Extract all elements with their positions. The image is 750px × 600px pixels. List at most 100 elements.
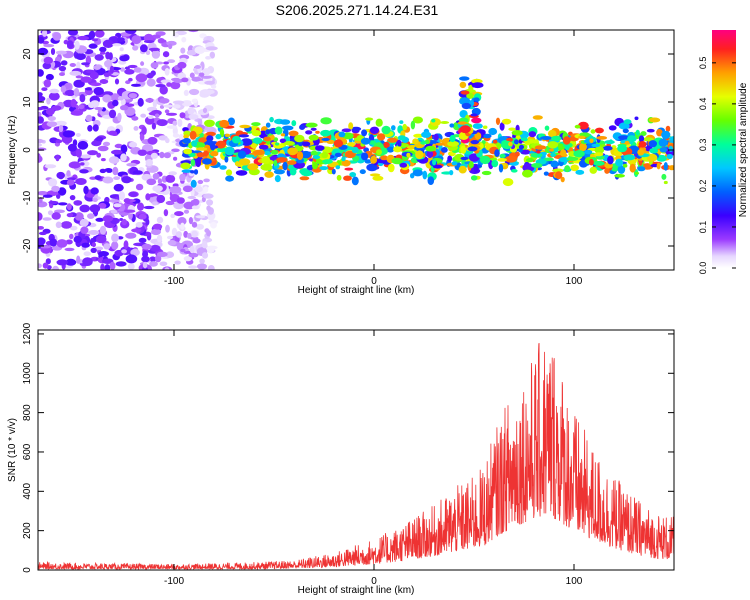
heatmap-cell <box>479 155 491 165</box>
heatmap-cell <box>59 72 65 76</box>
heatmap-cell <box>55 154 60 162</box>
heatmap-cell <box>459 81 467 89</box>
heatmap-cell <box>140 61 145 66</box>
heatmap-cell <box>562 136 571 145</box>
heatmap-cell <box>131 116 139 121</box>
heatmap-cell <box>186 49 197 56</box>
heatmap-cell <box>162 51 170 58</box>
heatmap-cell <box>397 135 406 141</box>
heatmap-cell <box>244 154 255 158</box>
heatmap-cell <box>43 79 52 88</box>
heatmap-cell <box>361 152 369 161</box>
heatmap-cell <box>173 80 183 83</box>
heatmap-cell <box>194 65 201 69</box>
heatmap-cell <box>344 167 354 171</box>
x-tick-label: 100 <box>566 276 583 287</box>
heatmap-cell <box>447 140 459 147</box>
heatmap-cell <box>188 265 198 269</box>
colorbar-label: Normalized spectral amplitude <box>738 82 749 217</box>
heatmap-cell <box>574 124 581 129</box>
heatmap-cell <box>125 232 137 239</box>
heatmap-cell <box>138 213 147 220</box>
heatmap-cell <box>111 233 119 243</box>
heatmap-cell <box>138 237 147 243</box>
heatmap-cell <box>261 156 271 164</box>
heatmap-cell <box>594 146 605 154</box>
heatmap-cell <box>333 139 343 148</box>
heatmap-cell <box>205 139 214 146</box>
heatmap-cell <box>137 202 144 211</box>
heatmap-cell <box>123 240 129 250</box>
heatmap-cell <box>154 113 160 118</box>
y-tick-label: -10 <box>22 190 33 205</box>
heatmap-cell <box>177 72 187 80</box>
heatmap-cell <box>111 241 119 250</box>
heatmap-cell <box>73 200 83 206</box>
heatmap-cell <box>264 171 274 178</box>
heatmap-cell <box>623 163 628 168</box>
heatmap-cell <box>101 258 114 265</box>
heatmap-cell <box>499 122 505 131</box>
heatmap-cell <box>148 47 160 52</box>
heatmap-cell <box>38 231 47 236</box>
heatmap-cell <box>79 204 90 213</box>
heatmap-cell <box>642 137 654 142</box>
heatmap-cell <box>66 40 74 49</box>
heatmap-cell <box>183 89 189 96</box>
heatmap-cell <box>239 124 251 129</box>
heatmap-cell <box>640 131 647 137</box>
heatmap-cell <box>531 163 543 168</box>
heatmap-cell <box>560 176 565 183</box>
heatmap-cell <box>75 148 82 158</box>
heatmap-cell <box>206 135 214 142</box>
heatmap-cell <box>91 38 98 42</box>
heatmap-cell <box>473 164 479 173</box>
heatmap-cell <box>431 118 436 123</box>
heatmap-cell <box>550 160 559 168</box>
heatmap-cell <box>140 113 147 118</box>
heatmap-cell <box>56 239 68 248</box>
heatmap-cell <box>604 140 615 145</box>
heatmap-cell <box>237 150 247 159</box>
heatmap-cell <box>95 217 104 222</box>
heatmap-cell <box>120 98 126 106</box>
heatmap-cell <box>150 62 159 69</box>
heatmap-cell <box>43 56 53 64</box>
heatmap-cell <box>368 140 376 145</box>
snr-xlabel: Height of straight line (km) <box>298 585 415 596</box>
heatmap-cell <box>397 142 402 147</box>
heatmap-cell <box>247 163 259 171</box>
heatmap-cell <box>127 263 135 270</box>
heatmap-cell <box>422 170 428 180</box>
heatmap-cell <box>638 141 647 148</box>
heatmap-cell <box>130 248 140 256</box>
heatmap-cell <box>90 82 102 87</box>
heatmap-cell <box>627 135 637 143</box>
heatmap-cell <box>108 130 118 136</box>
heatmap-cell <box>474 132 482 140</box>
heatmap-cell <box>432 159 437 166</box>
heatmap-cell <box>75 52 86 61</box>
heatmap-cell <box>121 249 127 254</box>
heatmap-cell <box>341 128 352 133</box>
heatmap-cell <box>135 73 148 83</box>
heatmap-cell <box>511 130 523 136</box>
heatmap-cell <box>528 131 537 138</box>
heatmap-cell <box>82 257 93 266</box>
heatmap-cell <box>50 48 56 55</box>
heatmap-cell <box>502 178 514 187</box>
heatmap-cell <box>322 159 333 165</box>
heatmap-cell <box>273 159 278 167</box>
heatmap-cell <box>177 61 187 69</box>
heatmap-cell <box>156 234 163 243</box>
heatmap-cell <box>623 154 636 161</box>
heatmap-cell <box>189 245 195 254</box>
heatmap-cell <box>127 64 138 69</box>
heatmap-cell <box>472 123 483 129</box>
heatmap-cell <box>224 156 229 163</box>
heatmap-cell <box>110 93 120 102</box>
heatmap-cell <box>383 141 390 149</box>
colorbar-tick-label: 0.0 <box>698 262 708 275</box>
heatmap-cell <box>225 169 233 176</box>
